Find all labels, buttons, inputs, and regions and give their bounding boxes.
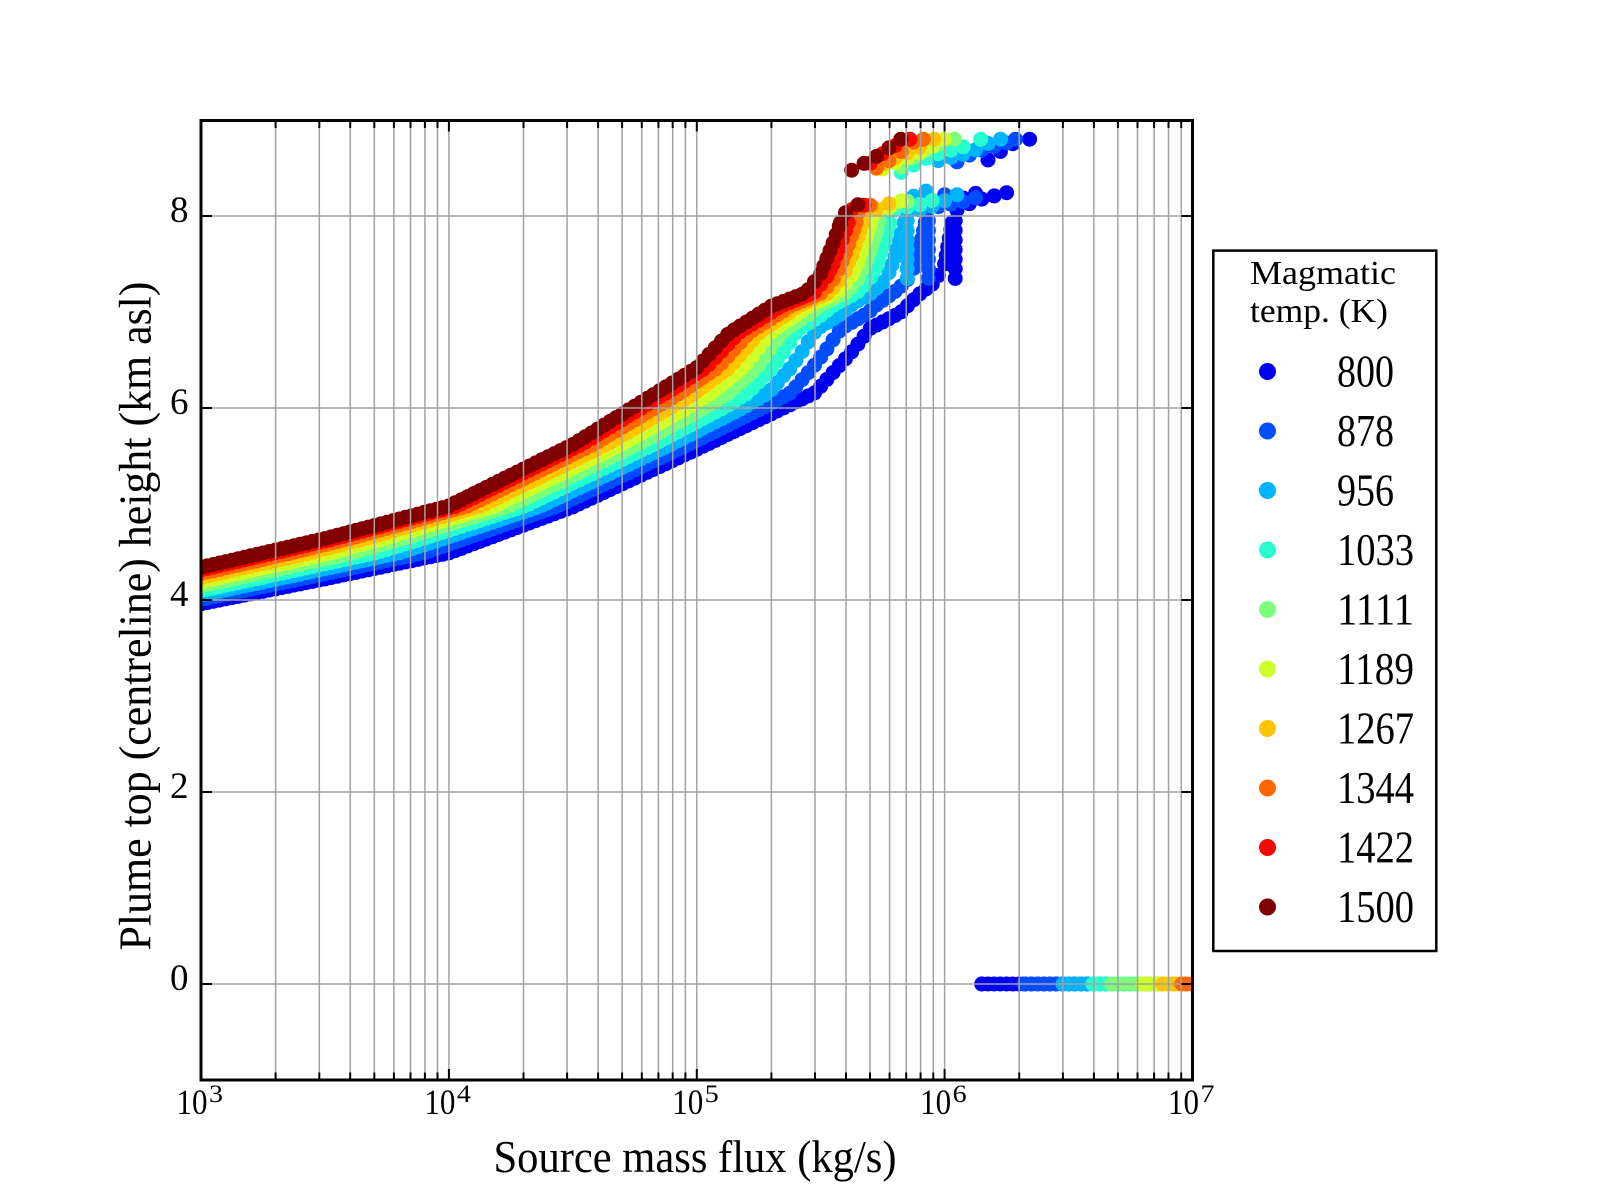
- svg-text:4: 4: [457, 1081, 472, 1108]
- svg-text:Magmatic: Magmatic: [1250, 255, 1396, 292]
- svg-text:1422: 1422: [1337, 823, 1414, 873]
- svg-text:800: 800: [1337, 347, 1394, 397]
- svg-text:7: 7: [1201, 1081, 1215, 1108]
- svg-text:10: 10: [1168, 1082, 1199, 1122]
- svg-text:4: 4: [170, 574, 189, 615]
- svg-text:6: 6: [953, 1081, 967, 1108]
- svg-text:10: 10: [424, 1082, 455, 1122]
- svg-text:10: 10: [672, 1082, 703, 1122]
- svg-text:1500: 1500: [1337, 882, 1414, 932]
- svg-text:1344: 1344: [1337, 763, 1414, 813]
- svg-text:0: 0: [170, 958, 189, 999]
- svg-text:temp. (K): temp. (K): [1250, 293, 1388, 330]
- svg-text:Source mass flux (kg/s): Source mass flux (kg/s): [494, 1131, 897, 1182]
- svg-text:10: 10: [920, 1082, 951, 1122]
- svg-text:1111: 1111: [1337, 585, 1414, 635]
- svg-text:3: 3: [209, 1081, 223, 1108]
- svg-text:6: 6: [170, 382, 189, 423]
- svg-text:8: 8: [170, 190, 189, 231]
- svg-text:10: 10: [177, 1082, 208, 1122]
- svg-text:5: 5: [705, 1081, 719, 1108]
- svg-text:878: 878: [1337, 406, 1394, 456]
- svg-text:Plume top (centreline) height: Plume top (centreline) height (km asl): [110, 282, 161, 951]
- svg-text:1189: 1189: [1337, 644, 1414, 694]
- svg-text:956: 956: [1337, 466, 1394, 516]
- svg-text:1033: 1033: [1337, 525, 1414, 575]
- svg-text:2: 2: [170, 766, 189, 807]
- svg-text:1267: 1267: [1337, 704, 1414, 754]
